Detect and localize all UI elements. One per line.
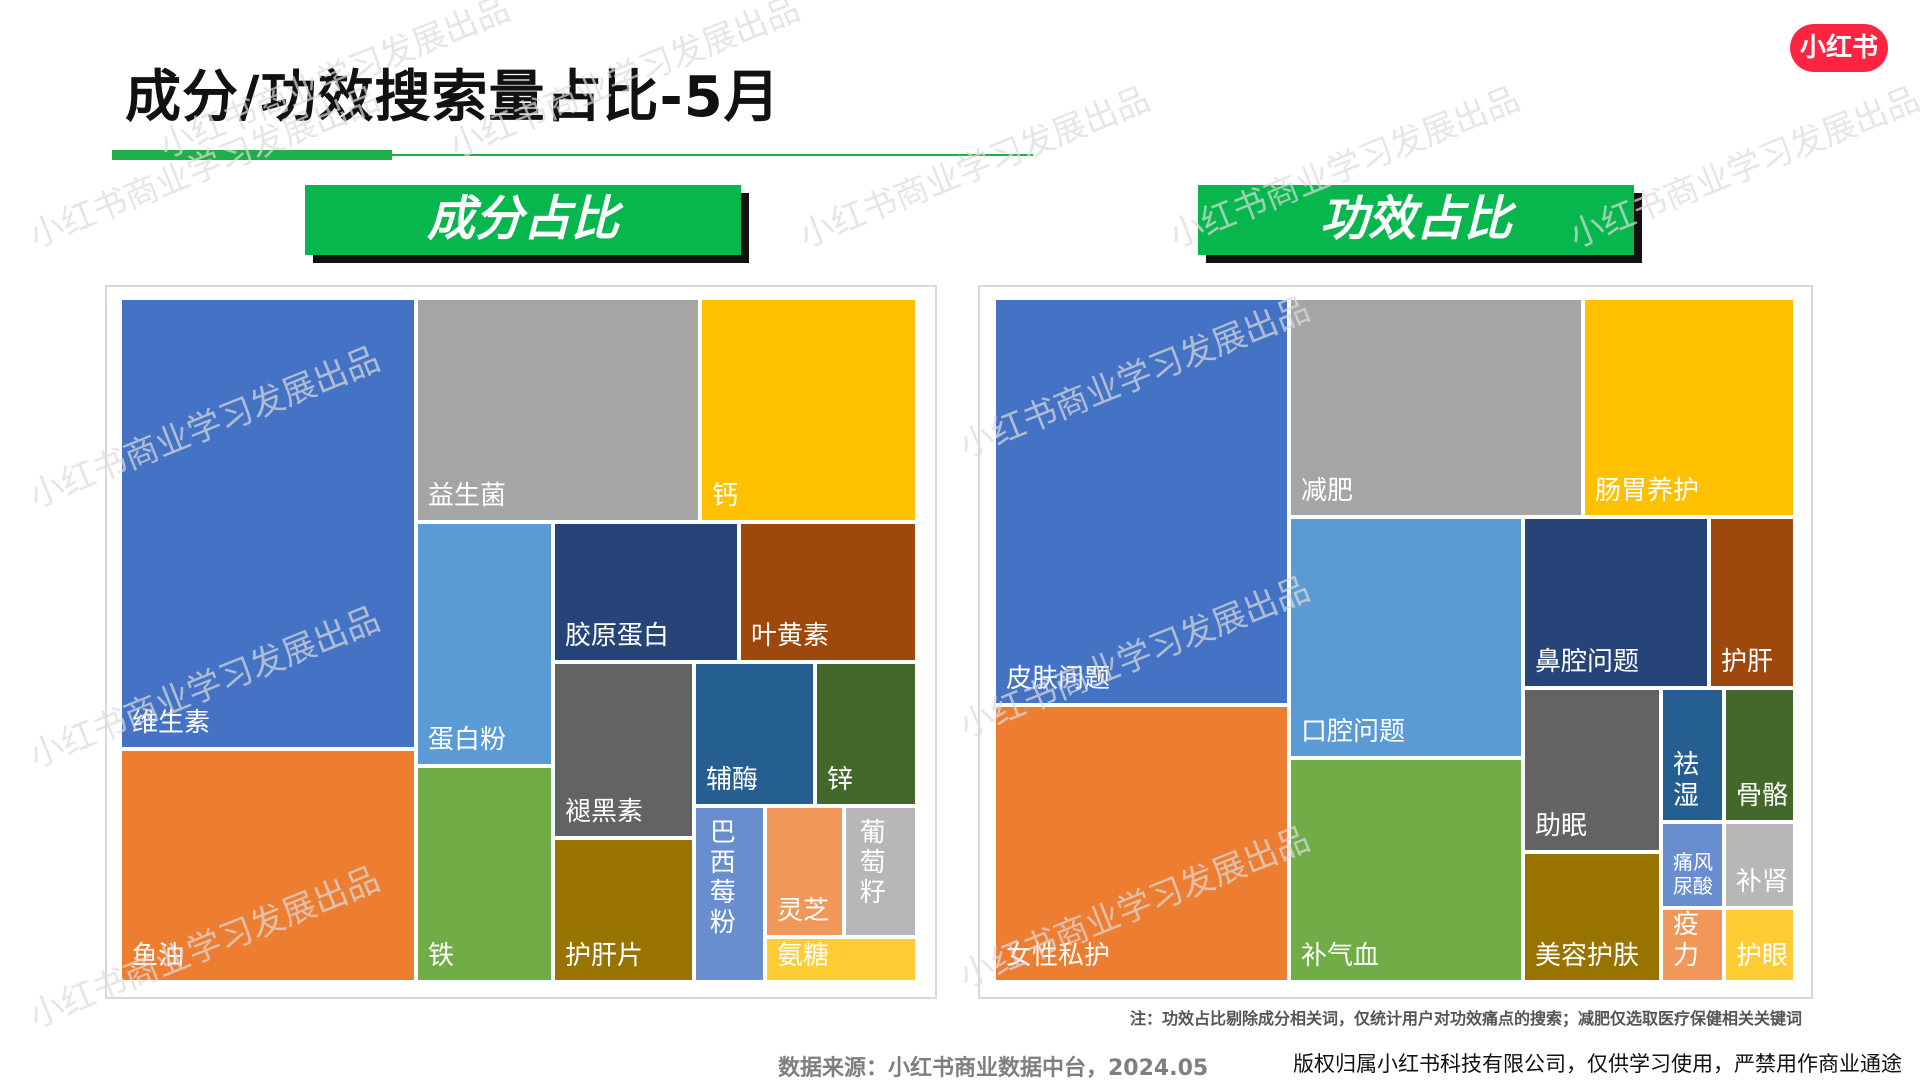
- treemap-tile: 助眠: [1525, 690, 1659, 850]
- treemap-tile-label: 灵芝: [777, 895, 830, 926]
- treemap-tile-label: 钙: [712, 480, 739, 511]
- treemap-tile-label: 肠胃养护: [1595, 475, 1700, 506]
- treemap-tile-label: 补肾: [1736, 866, 1789, 897]
- treemap-tile: 钙: [702, 300, 915, 520]
- treemap-tile: 灵芝: [767, 808, 842, 935]
- ingredient-section-label: 成分占比: [305, 185, 741, 255]
- treemap-tile-label: 辅酶: [706, 764, 759, 795]
- treemap-tile: 补气血: [1291, 760, 1521, 980]
- treemap-tile: 免疫力: [1663, 910, 1722, 980]
- treemap-tile: 巴西莓粉: [696, 808, 763, 980]
- page-title: 成分/功效搜索量占比-5月: [125, 65, 781, 130]
- treemap-tile-label: 褪黑素: [565, 796, 644, 827]
- treemap-tile: 补肾: [1726, 824, 1793, 906]
- treemap-tile-label: 胶原蛋白: [565, 620, 670, 651]
- treemap-tile-label: 葡萄籽: [855, 818, 886, 908]
- treemap-tile: 骨骼: [1726, 690, 1793, 820]
- treemap-tile: 美容护肤: [1525, 854, 1659, 980]
- treemap-tile-label: 骨骼: [1736, 780, 1789, 811]
- treemap-tile: 祛湿: [1663, 690, 1722, 820]
- treemap-tile-label: 皮肤问题: [1006, 663, 1111, 694]
- title-accent-bar: [112, 150, 392, 160]
- treemap-tile-label: 蛋白粉: [428, 724, 507, 755]
- copyright-notice: 版权归属小红书科技有限公司，仅供学习使用，严禁用作商业通途: [1293, 1052, 1902, 1076]
- treemap-tile-label: 维生素: [132, 707, 211, 738]
- treemap-tile-label: 美容护肤: [1535, 940, 1640, 971]
- treemap-tile: 女性私护: [996, 707, 1287, 980]
- treemap-tile-label: 铁: [428, 940, 455, 971]
- treemap-tile-label: 免疫力: [1673, 910, 1700, 971]
- treemap-tile: 褪黑素: [555, 664, 692, 836]
- treemap-tile-label: 益生菌: [428, 480, 507, 511]
- treemap-tile-label: 氨糖: [777, 940, 830, 971]
- treemap-tile: 益生菌: [418, 300, 698, 520]
- treemap-tile-label: 鼻腔问题: [1535, 646, 1640, 677]
- treemap-tile-label: 口腔问题: [1301, 716, 1406, 747]
- title-underline: [112, 154, 1033, 156]
- treemap-tile-label: 补气血: [1301, 940, 1380, 971]
- treemap-tile-label: 鱼油: [132, 940, 185, 971]
- treemap-tile: 铁: [418, 768, 551, 980]
- treemap-tile: 口腔问题: [1291, 519, 1521, 756]
- treemap-tile: 蛋白粉: [418, 524, 551, 764]
- treemap-tile: 痛风尿酸: [1663, 824, 1722, 906]
- treemap-tile: 维生素: [122, 300, 414, 747]
- treemap-tile: 氨糖: [767, 939, 915, 980]
- treemap-tile: 锌: [817, 664, 915, 804]
- treemap-tile-label: 护肝片: [565, 940, 644, 971]
- treemap-tile-label: 减肥: [1301, 475, 1354, 506]
- treemap-tile: 叶黄素: [741, 524, 915, 660]
- treemap-tile-label: 护眼: [1736, 940, 1789, 971]
- ingredient-treemap: 维生素鱼油 益生菌 钙蛋白粉铁 胶原蛋白 叶黄素褪黑素护肝片 辅酶 锌巴西莓粉灵芝 葡萄籽氨糖: [122, 300, 915, 980]
- treemap-tile: 护肝片: [555, 840, 692, 980]
- treemap-tile: 护眼: [1726, 910, 1793, 980]
- treemap-tile: 葡萄籽: [846, 808, 915, 935]
- treemap-tile-label: 女性私护: [1006, 940, 1111, 971]
- treemap-tile-label: 护肝: [1721, 646, 1774, 677]
- treemap-tile: 护肝: [1711, 519, 1793, 686]
- treemap-tile-label: 叶黄素: [751, 620, 830, 651]
- data-source: 数据来源：小红书商业数据中台，2024.05: [778, 1056, 1209, 1081]
- treemap-tile-label: 痛风尿酸: [1673, 850, 1713, 898]
- treemap-tile-label: 锌: [827, 764, 854, 795]
- treemap-tile-label: 祛湿: [1673, 749, 1700, 811]
- treemap-tile: 鼻腔问题: [1525, 519, 1707, 686]
- watermark-text: 小红书商业学习发展出品: [793, 79, 1156, 257]
- treemap-tile: 胶原蛋白: [555, 524, 737, 660]
- treemap-tile-label: 助眠: [1535, 810, 1588, 841]
- xiaohongshu-logo: 小红书: [1790, 24, 1888, 72]
- treemap-tile: 皮肤问题: [996, 300, 1287, 703]
- footnote: 注：功效占比剔除成分相关词，仅统计用户对功效痛点的搜索；减肥仅选取医疗保健相关关…: [1129, 1009, 1802, 1028]
- treemap-tile: 辅酶: [696, 664, 813, 804]
- effect-treemap: 皮肤问题女性私护 减肥 肠胃养护口腔问题补气血 鼻腔问题 护肝助眠美容护肤 祛湿骨骼痛风尿…: [996, 300, 1793, 980]
- treemap-tile: 减肥: [1291, 300, 1581, 515]
- treemap-tile: 鱼油: [122, 751, 414, 980]
- treemap-tile-label: 巴西莓粉: [705, 818, 736, 938]
- effect-section-label: 功效占比: [1198, 185, 1634, 255]
- treemap-tile: 肠胃养护: [1585, 300, 1793, 515]
